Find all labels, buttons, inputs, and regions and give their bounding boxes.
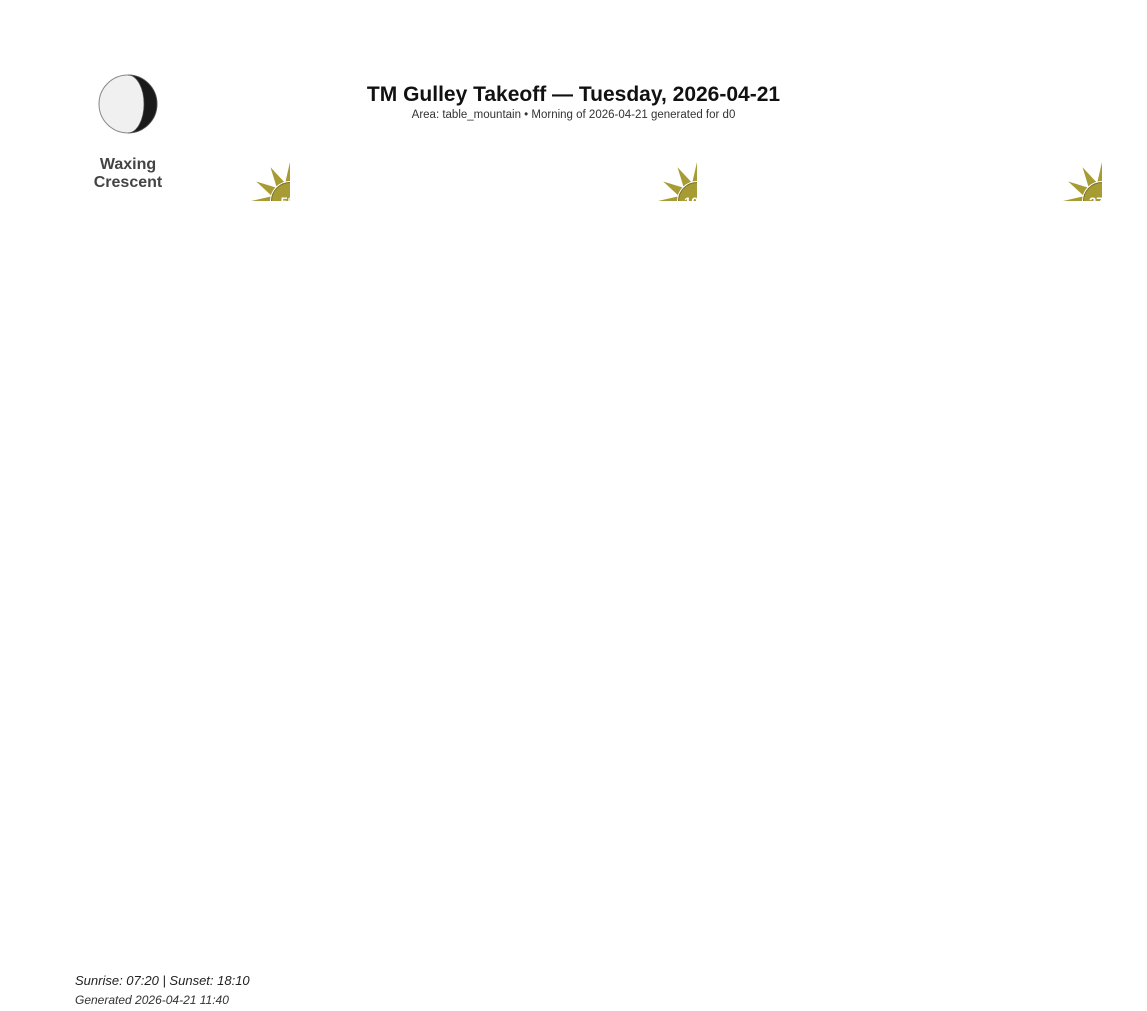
svg-text:10%: 10% xyxy=(684,195,697,202)
svg-text:5%: 5% xyxy=(281,195,290,202)
svg-text:27%: 27% xyxy=(1089,195,1102,202)
